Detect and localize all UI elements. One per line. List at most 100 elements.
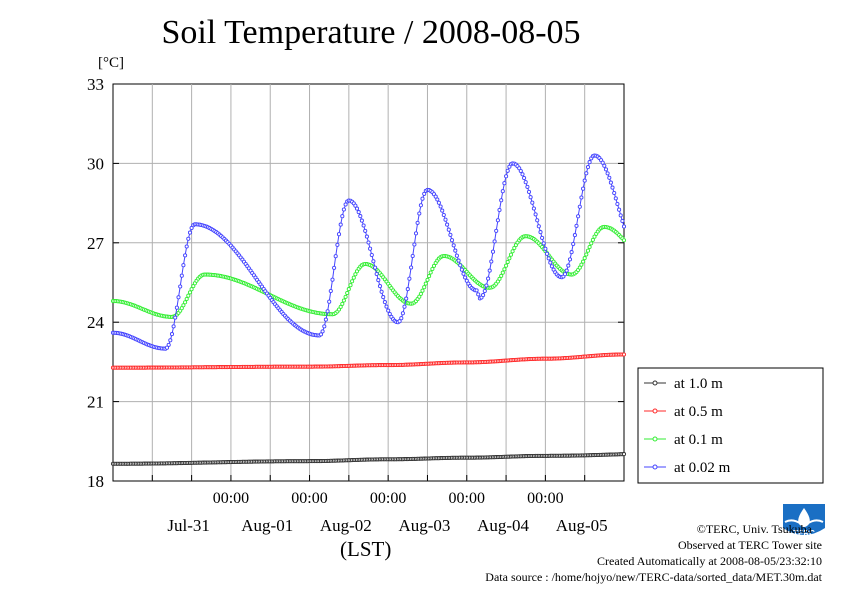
data-point bbox=[402, 304, 407, 309]
data-point bbox=[186, 236, 191, 241]
data-point bbox=[386, 308, 391, 313]
copyright-text: ©TERC, Univ. Tsukuba bbox=[696, 522, 812, 536]
data-point bbox=[440, 208, 445, 213]
legend-marker bbox=[652, 408, 658, 414]
data-point bbox=[581, 186, 586, 191]
legend-label: at 0.1 m bbox=[674, 432, 723, 448]
data-point bbox=[407, 276, 412, 281]
x-tick-time-label: 00:00 bbox=[370, 490, 406, 507]
data-point bbox=[512, 245, 517, 251]
data-point bbox=[567, 257, 573, 262]
data-point bbox=[420, 196, 425, 201]
data-point bbox=[404, 296, 409, 301]
data-point bbox=[418, 203, 423, 208]
logo-text: TERC bbox=[793, 529, 815, 538]
data-point bbox=[585, 165, 591, 170]
data-point bbox=[174, 305, 179, 310]
data-point bbox=[502, 181, 507, 186]
x-tick-date-label: Aug-03 bbox=[398, 516, 450, 535]
data-point bbox=[181, 263, 186, 268]
data-point bbox=[350, 279, 355, 284]
y-tick-label: 33 bbox=[87, 75, 104, 94]
data-point bbox=[589, 241, 594, 246]
data-point bbox=[502, 267, 507, 272]
legend: at 1.0 m at 0.5 m at 0.1 m at 0.02 m bbox=[637, 367, 824, 484]
data-point bbox=[348, 283, 353, 288]
data-point bbox=[576, 214, 581, 219]
data-point bbox=[505, 168, 510, 173]
data-point bbox=[569, 250, 574, 255]
data-point bbox=[454, 253, 459, 258]
data-point bbox=[540, 235, 545, 240]
data-point bbox=[582, 256, 587, 261]
data-point bbox=[169, 332, 175, 337]
data-point bbox=[446, 227, 451, 232]
data-point bbox=[522, 175, 527, 181]
data-point bbox=[358, 214, 363, 219]
data-point bbox=[379, 289, 384, 294]
y-axis-unit-label: [°C] bbox=[98, 55, 124, 71]
data-point bbox=[409, 265, 414, 270]
series-line bbox=[112, 226, 625, 318]
data-point bbox=[525, 184, 530, 189]
data-point bbox=[535, 218, 540, 223]
data-point bbox=[617, 207, 622, 212]
data-point bbox=[187, 290, 193, 295]
terc-logo-icon: TERC bbox=[783, 504, 825, 538]
data-point bbox=[587, 244, 592, 250]
data-point bbox=[602, 163, 607, 168]
data-point bbox=[371, 259, 376, 264]
series-layer bbox=[110, 153, 627, 466]
data-point bbox=[499, 273, 504, 278]
data-point bbox=[474, 288, 479, 293]
x-tick-time-label: 00:00 bbox=[213, 490, 249, 507]
data-point bbox=[443, 217, 448, 222]
data-point bbox=[476, 292, 481, 297]
data-point bbox=[423, 281, 428, 286]
data-point bbox=[484, 283, 489, 288]
x-tick-time-label: 00:00 bbox=[449, 490, 485, 507]
data-point bbox=[577, 204, 582, 209]
data-point bbox=[482, 288, 487, 294]
data-point bbox=[505, 259, 510, 265]
data-point bbox=[459, 267, 464, 272]
data-point bbox=[520, 172, 525, 177]
data-point bbox=[183, 300, 188, 305]
data-point bbox=[341, 207, 346, 212]
data-point bbox=[584, 252, 589, 257]
data-point bbox=[417, 211, 422, 216]
data-point bbox=[189, 287, 194, 292]
data-point bbox=[340, 301, 345, 306]
data-point bbox=[531, 206, 536, 211]
data-point bbox=[518, 168, 523, 174]
x-tick-date-label: Aug-02 bbox=[320, 516, 372, 535]
data-point bbox=[400, 311, 405, 316]
data-point bbox=[615, 201, 620, 207]
data-point bbox=[456, 258, 461, 263]
data-point bbox=[345, 290, 350, 296]
created-text: Created Automatically at 2008-08-05/23:3… bbox=[597, 554, 822, 568]
data-point bbox=[413, 231, 419, 236]
data-point bbox=[435, 197, 440, 202]
data-point bbox=[318, 332, 324, 337]
data-point bbox=[422, 191, 427, 196]
series-at-1-0-m bbox=[110, 452, 627, 466]
x-tick-time-label: 00:00 bbox=[527, 490, 563, 507]
data-point bbox=[181, 303, 186, 308]
observed-text: Observed at TERC Tower site bbox=[677, 538, 822, 552]
plot-area-frame bbox=[112, 83, 625, 482]
data-point bbox=[607, 175, 612, 180]
terc-logo: TERC bbox=[781, 502, 827, 545]
data-point bbox=[427, 274, 432, 279]
data-point bbox=[548, 260, 553, 265]
data-point bbox=[410, 253, 415, 259]
data-point bbox=[592, 234, 597, 239]
data-point bbox=[441, 212, 446, 218]
data-point bbox=[338, 304, 343, 309]
data-point bbox=[425, 277, 430, 282]
data-point bbox=[600, 160, 605, 165]
data-point bbox=[168, 338, 173, 343]
data-point bbox=[621, 352, 627, 357]
y-tick-label: 27 bbox=[87, 234, 105, 253]
